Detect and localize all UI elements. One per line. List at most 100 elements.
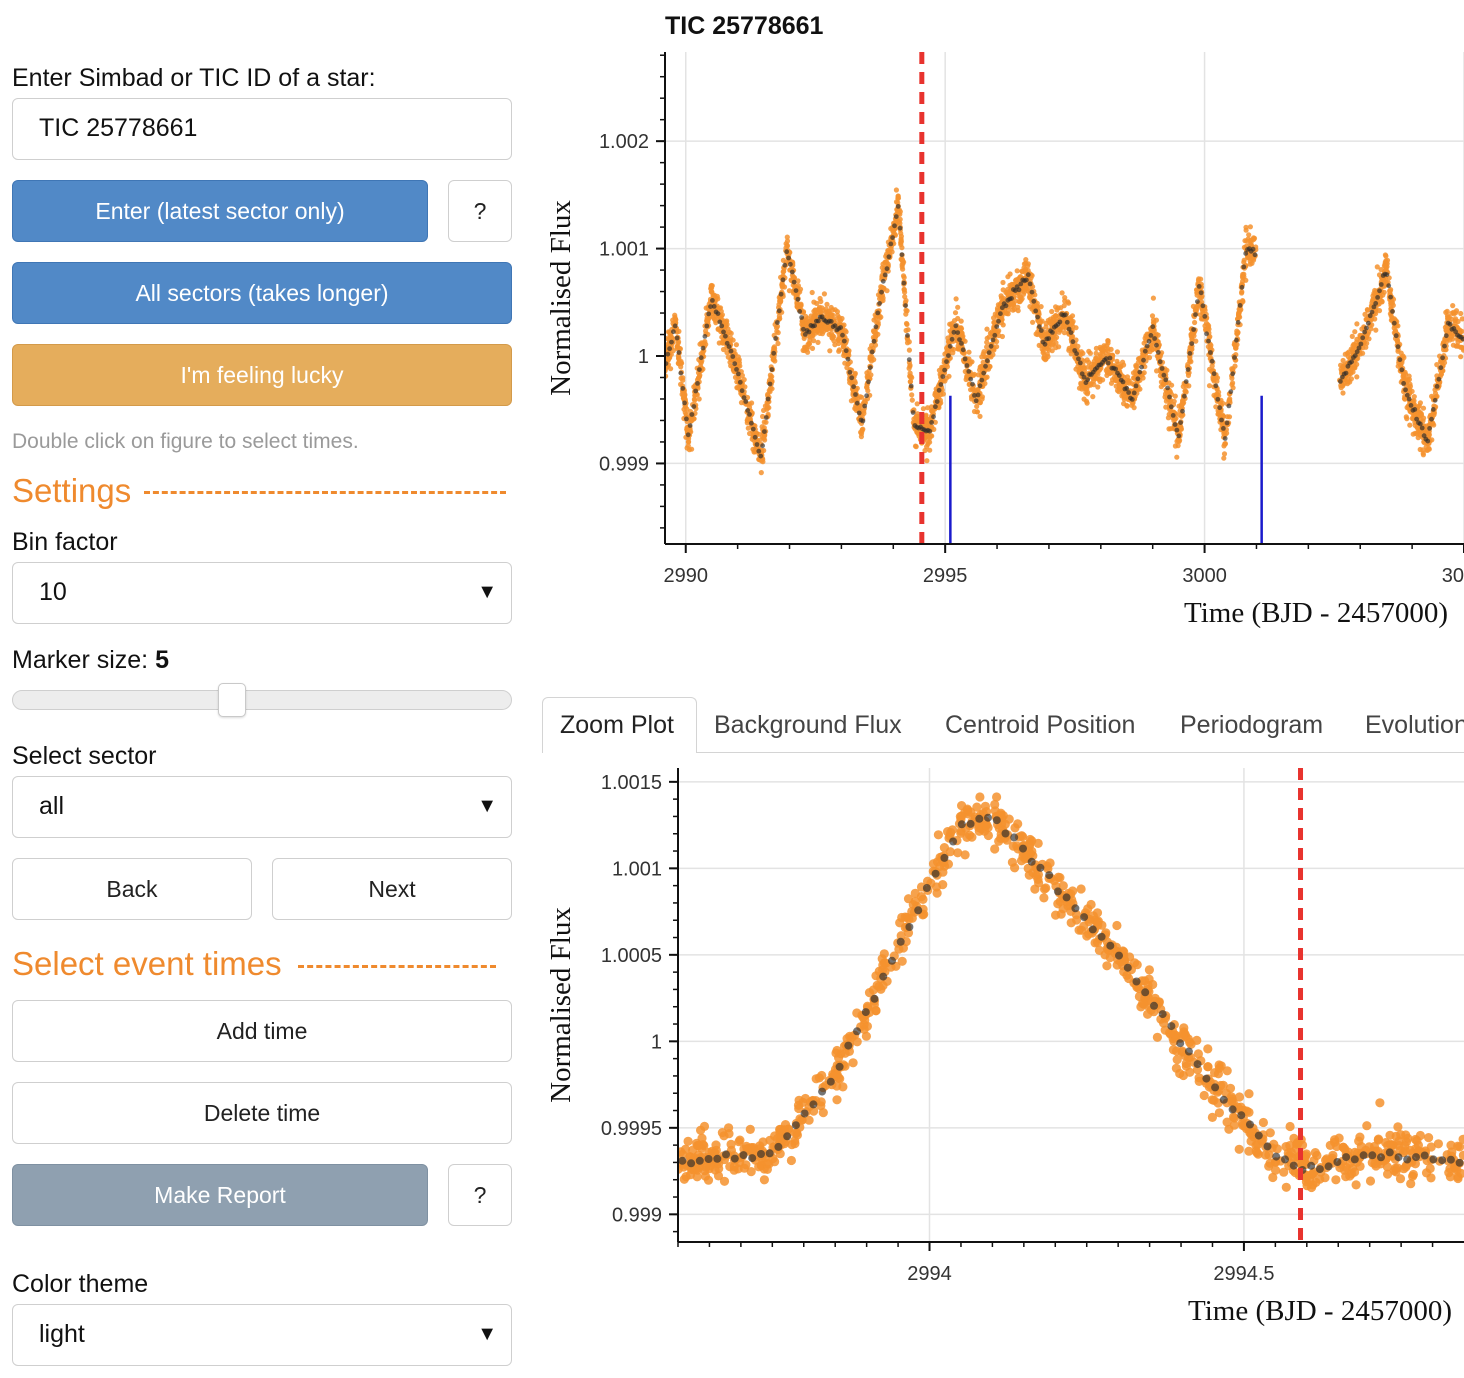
- binned-point: [838, 325, 843, 330]
- binned-point: [923, 428, 929, 434]
- data-point: [1050, 333, 1056, 339]
- data-point: [1140, 990, 1150, 1000]
- binned-point: [1033, 308, 1039, 314]
- data-point: [886, 254, 893, 260]
- binned-point: [1129, 397, 1135, 402]
- data-point: [823, 306, 829, 312]
- data-point: [1025, 839, 1035, 849]
- marker-size-slider-handle[interactable]: [218, 683, 246, 717]
- enter-help-button[interactable]: ?: [448, 180, 512, 242]
- data-point: [851, 374, 857, 380]
- delete-time-button[interactable]: Delete time: [12, 1082, 512, 1144]
- data-point: [727, 343, 733, 349]
- data-point: [959, 339, 966, 345]
- data-point: [686, 432, 693, 438]
- data-point: [1135, 360, 1141, 366]
- data-point: [722, 331, 728, 337]
- enter-latest-sector-button[interactable]: Enter (latest sector only): [12, 180, 428, 242]
- data-point: [779, 282, 785, 288]
- data-point: [891, 227, 897, 233]
- data-point: [1017, 299, 1023, 305]
- data-point: [1041, 883, 1051, 893]
- data-point: [1231, 342, 1237, 348]
- data-point: [1031, 863, 1041, 873]
- sector-select[interactable]: all ▼: [12, 776, 512, 838]
- data-point: [688, 414, 694, 420]
- data-point: [963, 809, 973, 819]
- data-point: [818, 310, 824, 316]
- color-theme-select[interactable]: light ▼: [12, 1304, 512, 1366]
- data-point: [932, 399, 939, 405]
- data-point: [1211, 392, 1217, 398]
- data-point: [817, 330, 823, 336]
- data-point: [864, 396, 871, 402]
- data-point: [864, 370, 870, 376]
- marker-size-slider-track[interactable]: [12, 690, 512, 710]
- data-point: [1389, 317, 1395, 323]
- back-button[interactable]: Back: [12, 858, 252, 920]
- report-help-button[interactable]: ?: [448, 1164, 512, 1226]
- data-point: [817, 295, 823, 302]
- data-point: [675, 340, 681, 346]
- data-point: [1104, 370, 1111, 376]
- data-point: [986, 334, 992, 340]
- data-point: [1443, 327, 1449, 333]
- bin-factor-select[interactable]: 10 ▼: [12, 562, 512, 624]
- next-button[interactable]: Next: [272, 858, 512, 920]
- data-point: [1388, 287, 1394, 293]
- data-point: [682, 404, 689, 410]
- data-point: [897, 211, 903, 217]
- binned-point: [1081, 374, 1087, 380]
- data-point: [1229, 367, 1235, 373]
- data-point: [1151, 323, 1157, 329]
- binned-point: [1046, 336, 1052, 341]
- make-report-button[interactable]: Make Report: [12, 1164, 428, 1226]
- data-point: [737, 384, 743, 390]
- data-point: [984, 339, 990, 345]
- data-point: [1382, 268, 1388, 274]
- data-point: [1351, 354, 1357, 360]
- data-point: [1339, 368, 1345, 374]
- data-point: [851, 387, 857, 393]
- data-point: [1394, 342, 1400, 348]
- data-point: [1181, 400, 1187, 406]
- data-point: [1437, 365, 1443, 371]
- feeling-lucky-button[interactable]: I'm feeling lucky: [12, 344, 512, 406]
- star-id-input[interactable]: TIC 25778661: [12, 98, 512, 160]
- data-point: [916, 430, 922, 436]
- binned-point: [702, 334, 708, 339]
- data-point: [848, 1058, 858, 1068]
- data-point: [950, 338, 956, 344]
- data-point: [1170, 1033, 1181, 1043]
- data-point: [728, 335, 734, 341]
- data-point: [668, 345, 675, 351]
- data-point: [1457, 329, 1463, 335]
- data-point: [1169, 411, 1175, 417]
- data-point: [890, 224, 896, 230]
- data-point: [996, 829, 1006, 839]
- data-point: [709, 298, 715, 304]
- data-point: [1032, 292, 1038, 298]
- data-point: [974, 409, 981, 415]
- data-point: [801, 1107, 811, 1117]
- data-point: [914, 429, 920, 435]
- data-point: [1023, 863, 1033, 874]
- data-point: [1388, 317, 1394, 323]
- data-point: [942, 378, 948, 384]
- data-point: [777, 298, 783, 304]
- data-point: [927, 427, 934, 433]
- data-point: [975, 386, 981, 392]
- data-point: [1349, 353, 1355, 359]
- data-point: [1426, 1155, 1436, 1165]
- data-point: [970, 372, 976, 379]
- add-time-button[interactable]: Add time: [12, 1000, 512, 1062]
- data-point: [738, 390, 744, 396]
- data-point: [1380, 275, 1386, 281]
- data-point: [1393, 1122, 1403, 1132]
- data-point: [991, 812, 1002, 822]
- all-sectors-button[interactable]: All sectors (takes longer): [12, 262, 512, 324]
- data-point: [1115, 377, 1121, 383]
- data-point: [1208, 342, 1214, 348]
- data-point: [836, 347, 843, 353]
- data-point: [720, 339, 726, 345]
